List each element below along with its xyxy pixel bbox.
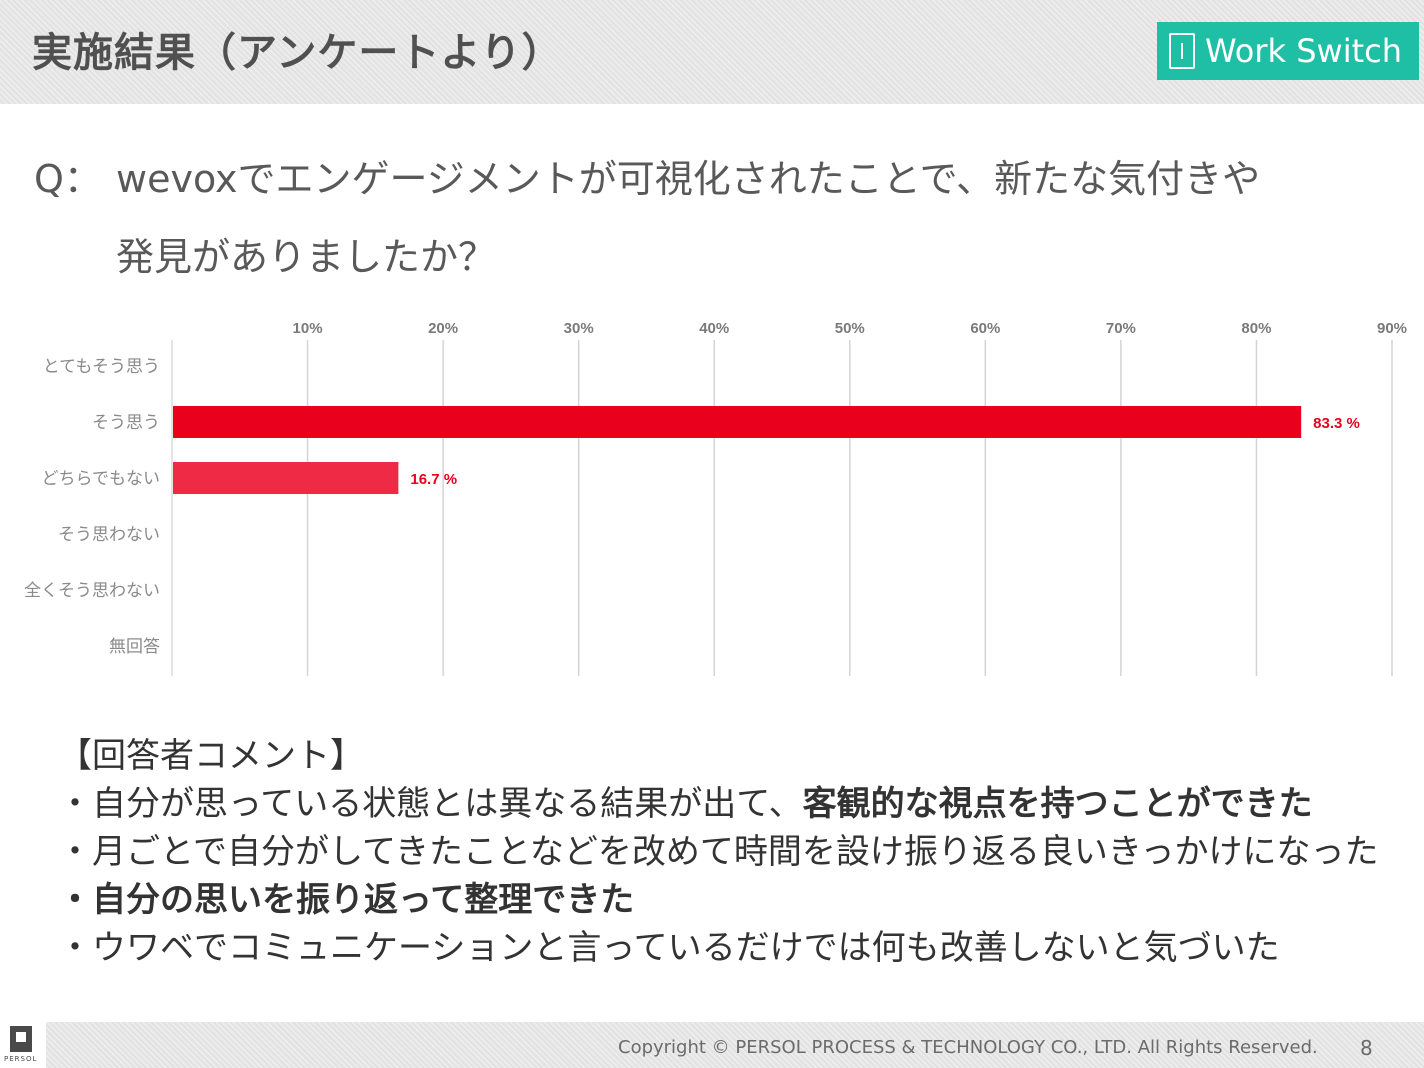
- category-label: とてもそう思う: [43, 357, 160, 377]
- comments-heading: 【回答者コメント】: [58, 736, 364, 776]
- data-label: 83.3 %: [1313, 415, 1360, 432]
- slide-title: 実施結果（アンケートより）: [32, 30, 563, 76]
- copyright-notice: Copyright © PERSOL PROCESS & TECHNOLOGY …: [618, 1037, 1318, 1058]
- category-label: どちらでもない: [42, 469, 161, 489]
- x-tick-label: 30%: [564, 320, 594, 337]
- x-tick-label: 90%: [1377, 320, 1407, 337]
- x-tick-label: 20%: [428, 320, 458, 337]
- x-tick-label: 50%: [835, 320, 865, 337]
- door-icon: [1169, 33, 1195, 69]
- persol-mark-icon: [10, 1026, 32, 1052]
- bar: [173, 462, 399, 494]
- x-tick-label: 70%: [1106, 320, 1136, 337]
- data-label: 16.7 %: [410, 471, 457, 488]
- question-label: Q：: [34, 157, 102, 201]
- comment-item: ・ウワベでコミュニケーションと言っているだけでは何も改善しないと気づいた: [58, 928, 1280, 968]
- x-tick-label: 80%: [1241, 320, 1271, 337]
- page-number: 8: [1360, 1036, 1373, 1060]
- category-label: そう思う: [92, 413, 160, 433]
- bar: [173, 406, 1302, 438]
- comment-item: ・月ごとで自分がしてきたことなどを改めて時間を設け振り返る良いきっかけになった: [58, 832, 1379, 872]
- brand-name: Work Switch: [1205, 32, 1402, 70]
- x-tick-label: 10%: [293, 320, 323, 337]
- comment-item: ・自分が思っている状態とは異なる結果が出て、客観的な視点を持つことができた: [58, 784, 1313, 824]
- question-line-1: wevoxでエンゲージメントが可視化されたことで、新たな気付きや: [116, 157, 1261, 201]
- category-label: 無回答: [109, 637, 160, 657]
- footer-band: [46, 1022, 1424, 1068]
- brand-logo: Work Switch: [1157, 22, 1419, 80]
- survey-question: Q： wevoxでエンゲージメントが可視化されたことで、新たな気付きや 発見があり…: [34, 140, 1260, 296]
- x-tick-label: 40%: [699, 320, 729, 337]
- x-tick-label: 60%: [970, 320, 1000, 337]
- respondent-comments: 【回答者コメント】 ・自分が思っている状態とは異なる結果が出て、客観的な視点を持…: [58, 732, 1379, 972]
- question-line-2: 発見がありましたか？: [116, 235, 497, 279]
- persol-logo-word: PERSOL: [4, 1055, 38, 1063]
- category-label: そう思わない: [58, 525, 160, 545]
- persol-logo: PERSOL: [4, 1026, 40, 1066]
- comment-item: ・自分の思いを振り返って整理できた: [58, 880, 635, 920]
- category-label: 全くそう思わない: [24, 581, 160, 601]
